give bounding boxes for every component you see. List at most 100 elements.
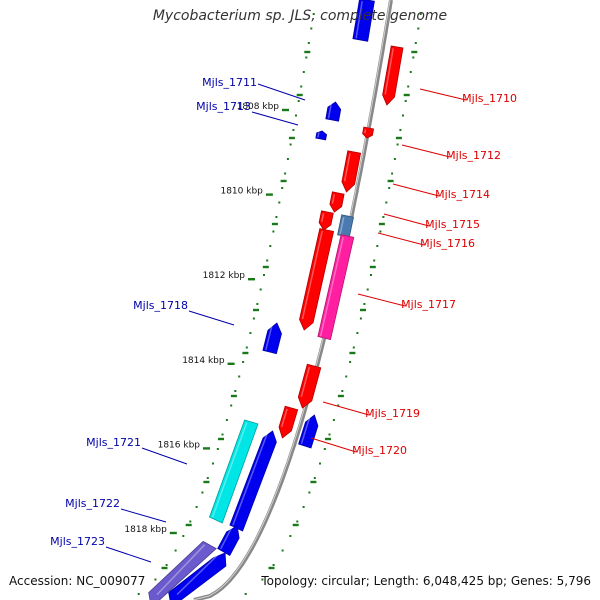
gene-label-mjls-1711[interactable]: Mjls_1711: [202, 76, 306, 101]
track-tick: [161, 566, 168, 570]
label-leader-line: [322, 401, 370, 416]
gene-arrow-1711[interactable]: [325, 101, 342, 122]
gene-arrow-1720[interactable]: [278, 405, 299, 439]
track-dot: [238, 375, 241, 378]
gene-arrow-1714[interactable]: [341, 150, 362, 193]
feature-body: [329, 191, 345, 213]
feature-body: [325, 101, 342, 122]
track-dot: [244, 593, 247, 595]
gene-arrow-1722[interactable]: [217, 525, 240, 557]
track-dot: [295, 114, 297, 117]
label-leader-line: [357, 293, 406, 307]
feature-body: [317, 234, 355, 341]
gene-label-text: Mjls_1717: [401, 298, 456, 311]
ruler-tick: [265, 193, 273, 196]
gene-labels: Mjls_1710 Mjls_1711 Mjls_1712 Mjls_1713 Mjls…: [50, 76, 517, 563]
feature-body: [217, 525, 240, 557]
track-tick: [253, 308, 259, 312]
track-dot: [393, 158, 396, 160]
track-dot: [352, 346, 355, 349]
track-dot: [206, 477, 209, 479]
track-dot: [245, 346, 248, 349]
gene-label-mjls-1712[interactable]: Mjls_1712: [401, 144, 501, 162]
track-dot: [419, 13, 422, 15]
feature-highlight: [176, 552, 221, 596]
gene-label-text: Mjls_1710: [462, 92, 517, 105]
track-dot: [278, 201, 281, 204]
gene-arrow-partial-top[interactable]: [352, 0, 375, 42]
label-leader-line: [383, 213, 430, 227]
gene-label-text: Mjls_1718: [133, 299, 188, 312]
feature-highlight: [280, 408, 288, 428]
track-tick: [203, 480, 210, 484]
track-tick: [304, 50, 311, 54]
gene-label-mjls-1722[interactable]: Mjls_1722: [65, 497, 167, 523]
gene-label-mjls-1717[interactable]: Mjls_1717: [357, 293, 456, 311]
gene-arrow-1718[interactable]: [262, 322, 282, 355]
gene-label-mjls-1710[interactable]: Mjls_1710: [419, 88, 517, 105]
track-tick: [387, 179, 394, 183]
feature-highlight: [331, 194, 336, 204]
gene-arrow-1710[interactable]: [382, 45, 404, 106]
gene-arrow-1716[interactable]: [299, 228, 335, 331]
gene-label-mjls-1715[interactable]: Mjls_1715: [383, 213, 480, 231]
cds-block-1721[interactable]: [208, 419, 259, 524]
ruler-tick: [227, 362, 235, 365]
gene-arrow-1715b[interactable]: [318, 210, 334, 231]
track-dot: [165, 564, 168, 566]
track-dot: [221, 433, 224, 436]
feature-highlight: [339, 217, 345, 235]
track-dot: [379, 230, 382, 233]
gene-label-mjls-1720[interactable]: Mjls_1720: [310, 437, 407, 457]
track-dot: [370, 274, 372, 276]
track-dot: [319, 462, 321, 465]
gene-arrow-1719[interactable]: [297, 363, 322, 409]
gene-label-mjls-1718[interactable]: Mjls_1718: [133, 299, 235, 326]
track-dot: [376, 245, 379, 247]
gene-label-mjls-1721[interactable]: Mjls_1721: [86, 436, 188, 465]
cds-block-1723[interactable]: [148, 540, 217, 600]
track-dot: [275, 216, 278, 218]
gene-label-mjls-1716[interactable]: Mjls_1716: [377, 232, 475, 250]
track-dot: [305, 56, 308, 59]
feature-highlight: [364, 129, 367, 134]
feature-body: [298, 414, 319, 449]
label-leader-line: [377, 232, 425, 246]
gene-arrow-1715[interactable]: [329, 191, 345, 213]
track-dot: [154, 578, 157, 581]
tick-track: [137, 13, 422, 595]
track-dot: [297, 100, 300, 102]
gene-arrow-1720b[interactable]: [298, 414, 319, 449]
ruler: 1808 kbp 1810 kbp 1812 kbp 1814 kbp 1816 kbp…: [124, 102, 289, 535]
feature-highlight: [300, 366, 311, 398]
label-leader-line: [188, 310, 235, 326]
track-tick: [271, 222, 278, 226]
track-dot: [412, 56, 415, 59]
feature-highlight: [265, 323, 274, 351]
track-dot: [174, 549, 177, 552]
accession-text: Accession: NC_009077: [9, 574, 146, 588]
track-tick: [349, 351, 356, 355]
feature-body: [148, 540, 217, 600]
gene-label-mjls-1719[interactable]: Mjls_1719: [322, 401, 420, 420]
gene-label-mjls-1713[interactable]: Mjls_1713: [196, 100, 299, 126]
gene-label-mjls-1723[interactable]: Mjls_1723: [50, 535, 152, 563]
track-dot: [266, 259, 269, 262]
track-dot: [328, 433, 331, 436]
track-dot: [417, 27, 420, 30]
gene-label-text: Mjls_1716: [420, 237, 475, 250]
track-dot: [259, 288, 262, 291]
track-dot: [332, 419, 335, 421]
gene-arrow-1713[interactable]: [315, 130, 328, 141]
gene-arrow-1712[interactable]: [362, 126, 375, 139]
label-leader-line: [251, 111, 299, 126]
track-dot: [341, 390, 344, 392]
feature-body: [168, 552, 227, 600]
feature-body: [299, 228, 335, 331]
track-dot: [385, 201, 388, 204]
feature-body: [297, 363, 322, 409]
gene-arrow-1723[interactable]: [168, 552, 227, 600]
gene-label-mjls-1714[interactable]: Mjls_1714: [392, 183, 490, 201]
cds-block-1717[interactable]: [317, 234, 355, 341]
cds-block-1716[interactable]: [337, 214, 354, 238]
